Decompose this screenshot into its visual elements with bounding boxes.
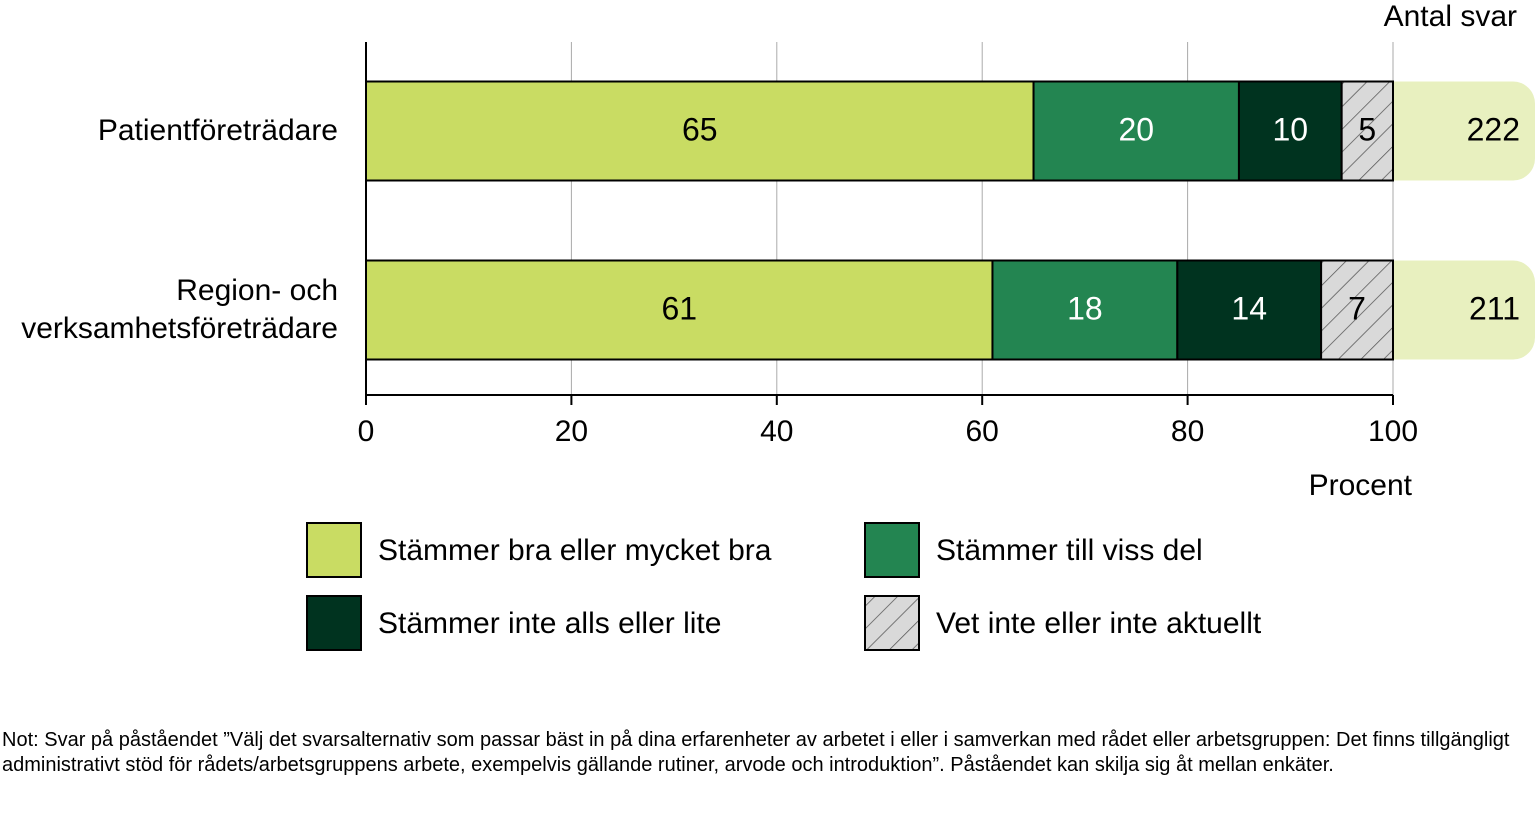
value-label: 5 (1358, 111, 1376, 147)
x-tick-label: 60 (966, 415, 999, 448)
x-tick-label: 0 (358, 415, 375, 448)
count-label: 211 (1469, 290, 1520, 326)
value-label: 65 (682, 111, 718, 147)
count-label: 222 (1467, 111, 1520, 147)
value-label: 20 (1118, 111, 1154, 147)
legend-label: Stämmer till viss del (936, 534, 1203, 567)
x-tick-label: 100 (1368, 415, 1418, 448)
value-label: 14 (1231, 290, 1267, 326)
value-label: 18 (1067, 290, 1103, 326)
legend-swatch (864, 522, 920, 578)
bar-segment (1176, 259, 1323, 361)
bar-segment (1340, 80, 1395, 182)
chart: Antal svar Procent 0 20 40 60 80 100 65 20 10 5 22… (306, 0, 1535, 651)
legend-swatch (864, 595, 920, 651)
x-tick-label: 40 (760, 415, 793, 448)
count-box (1394, 260, 1535, 360)
legend-label: Stämmer bra eller mycket bra (378, 534, 772, 567)
legend-swatch (306, 522, 362, 578)
value-label: 10 (1273, 111, 1309, 147)
value-label: 61 (661, 290, 697, 326)
bar-segment (365, 80, 1035, 182)
x-axis-label: Procent (1309, 469, 1413, 502)
bar-segment (365, 259, 994, 361)
bar-segment (1032, 80, 1240, 182)
category-label: Patientföreträdare (97, 114, 338, 147)
bar-segment (991, 259, 1179, 361)
legend-label: Stämmer inte alls eller lite (378, 607, 721, 640)
legend-label: Vet inte eller inte aktuellt (936, 607, 1262, 640)
note: Not: Svar på påståendet ”Välj det svarsa… (2, 729, 1510, 776)
bar-segment (1320, 259, 1394, 361)
count-box (1394, 81, 1535, 181)
category-label: Region- och verksamhetsföreträdare (21, 274, 338, 345)
legend-swatch (306, 595, 362, 651)
value-label: 7 (1348, 290, 1366, 326)
bar-segment (1237, 80, 1343, 182)
x-tick-label: 80 (1171, 415, 1204, 448)
count-header: Antal svar (1384, 0, 1517, 33)
x-tick-label: 20 (555, 415, 588, 448)
